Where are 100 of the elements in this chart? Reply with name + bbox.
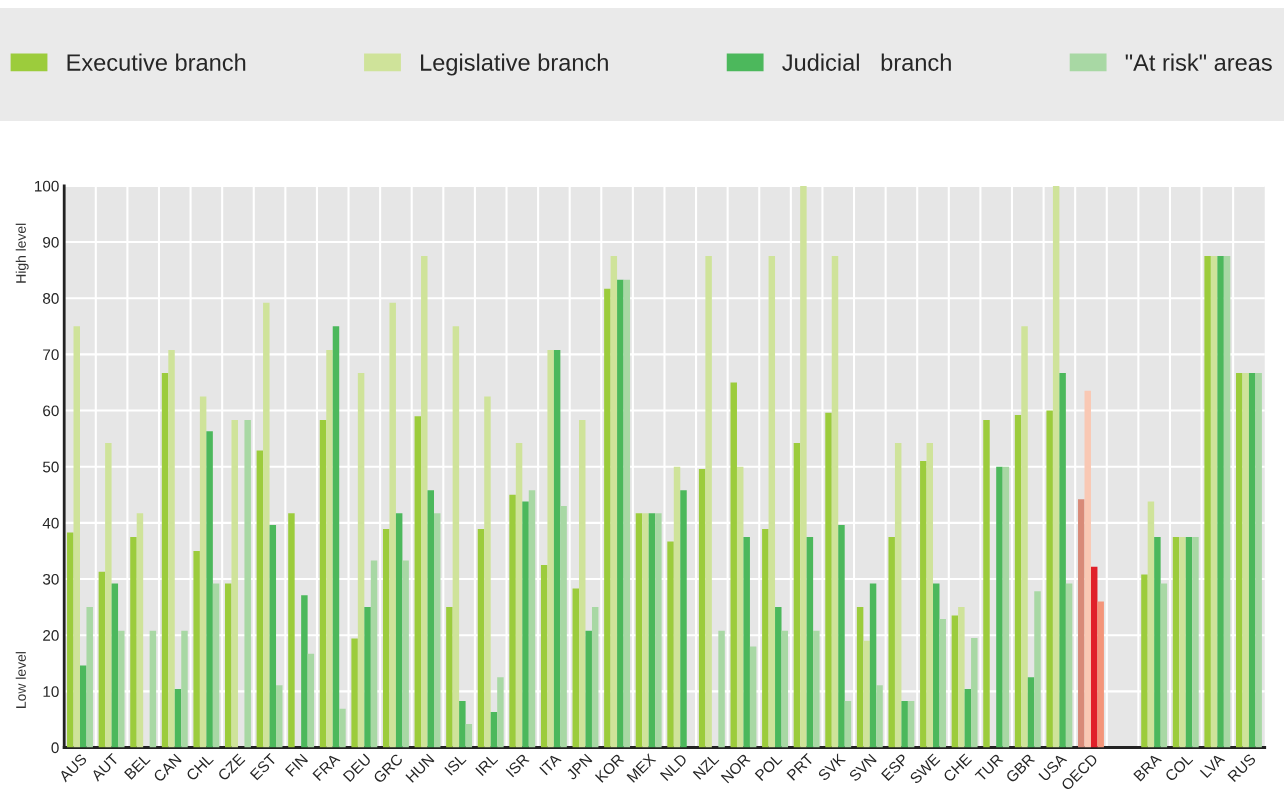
bar xyxy=(73,326,80,748)
bar xyxy=(736,466,744,748)
bar xyxy=(1090,566,1098,748)
bar xyxy=(98,571,106,748)
bar xyxy=(269,525,277,748)
bar xyxy=(1065,583,1073,748)
bar xyxy=(553,349,561,748)
bar xyxy=(212,583,220,748)
y-tick-label: 60 xyxy=(43,405,59,417)
bar xyxy=(667,541,674,748)
bar xyxy=(484,396,491,748)
bar xyxy=(497,677,504,748)
bar xyxy=(876,685,883,748)
bar xyxy=(105,443,112,748)
bar xyxy=(579,420,586,748)
bar xyxy=(996,466,1003,748)
bar xyxy=(1242,372,1249,748)
bar xyxy=(604,288,611,748)
bar xyxy=(888,536,895,748)
bar xyxy=(509,494,516,748)
bar xyxy=(844,700,852,748)
bar xyxy=(635,513,643,748)
bar xyxy=(793,443,801,748)
bar xyxy=(1027,677,1035,748)
bar xyxy=(623,279,631,748)
bar xyxy=(743,536,750,748)
text: High level xyxy=(15,223,29,283)
bar xyxy=(80,665,87,748)
bar xyxy=(244,420,251,748)
x-tick-label: FRA xyxy=(312,752,341,781)
bar xyxy=(414,416,422,748)
bar xyxy=(1046,410,1053,748)
bar xyxy=(1084,390,1091,748)
bar xyxy=(351,638,358,748)
y-tick-label: 80 xyxy=(43,293,59,304)
bar xyxy=(370,560,378,748)
bar xyxy=(452,326,460,748)
bar xyxy=(1204,256,1211,748)
bar xyxy=(856,607,864,748)
bar xyxy=(161,372,169,748)
bar xyxy=(1160,583,1168,748)
bar xyxy=(1014,415,1022,748)
bar xyxy=(907,700,915,748)
bar xyxy=(263,302,270,748)
legend-label: Legislative branch xyxy=(421,53,608,76)
bar xyxy=(655,513,662,748)
bar xyxy=(951,615,959,748)
bar xyxy=(402,560,409,748)
y-tick-label: 30 xyxy=(42,573,59,585)
bar xyxy=(1021,326,1028,748)
bar xyxy=(522,501,529,748)
bar xyxy=(326,349,333,748)
bar xyxy=(800,185,807,748)
bar xyxy=(971,637,978,748)
bar xyxy=(1179,536,1186,748)
bar xyxy=(901,700,908,748)
bar xyxy=(193,550,200,748)
bar xyxy=(67,532,74,748)
x-tick-label: COL xyxy=(1164,753,1194,782)
bar xyxy=(1147,501,1155,748)
bar xyxy=(939,618,946,748)
bar xyxy=(718,630,725,748)
bar xyxy=(547,349,554,748)
bar xyxy=(926,443,934,748)
bar xyxy=(673,466,681,748)
y-tick-label: 20 xyxy=(43,630,59,641)
bar xyxy=(288,513,295,748)
bar xyxy=(920,461,927,748)
x-tick-label: FIN xyxy=(285,753,309,777)
bar xyxy=(225,583,232,748)
y-tick-label: 40 xyxy=(42,517,59,529)
bar xyxy=(364,607,371,748)
bar xyxy=(1154,536,1161,748)
bar xyxy=(421,256,428,748)
y-tick-label: 90 xyxy=(43,236,59,248)
bar xyxy=(705,256,712,748)
bar xyxy=(256,450,264,748)
bar xyxy=(301,595,308,748)
bar xyxy=(610,256,618,748)
bar xyxy=(1235,372,1243,748)
bar xyxy=(1059,372,1066,748)
bar xyxy=(680,490,687,748)
bar xyxy=(231,420,238,748)
x-tick-label: ITA xyxy=(539,752,562,776)
bar xyxy=(560,506,567,748)
bar xyxy=(339,708,346,748)
bar xyxy=(958,607,965,748)
bar xyxy=(585,630,592,748)
bar xyxy=(490,712,498,748)
bar xyxy=(648,513,656,748)
bar xyxy=(964,689,972,748)
bar xyxy=(869,583,877,748)
bar xyxy=(617,279,624,748)
bar xyxy=(149,630,157,748)
bar xyxy=(1002,466,1010,748)
bar xyxy=(838,525,845,748)
bar xyxy=(1097,601,1104,748)
bar xyxy=(933,583,940,748)
y-tick-label: 50 xyxy=(42,461,59,473)
bar xyxy=(130,536,137,748)
